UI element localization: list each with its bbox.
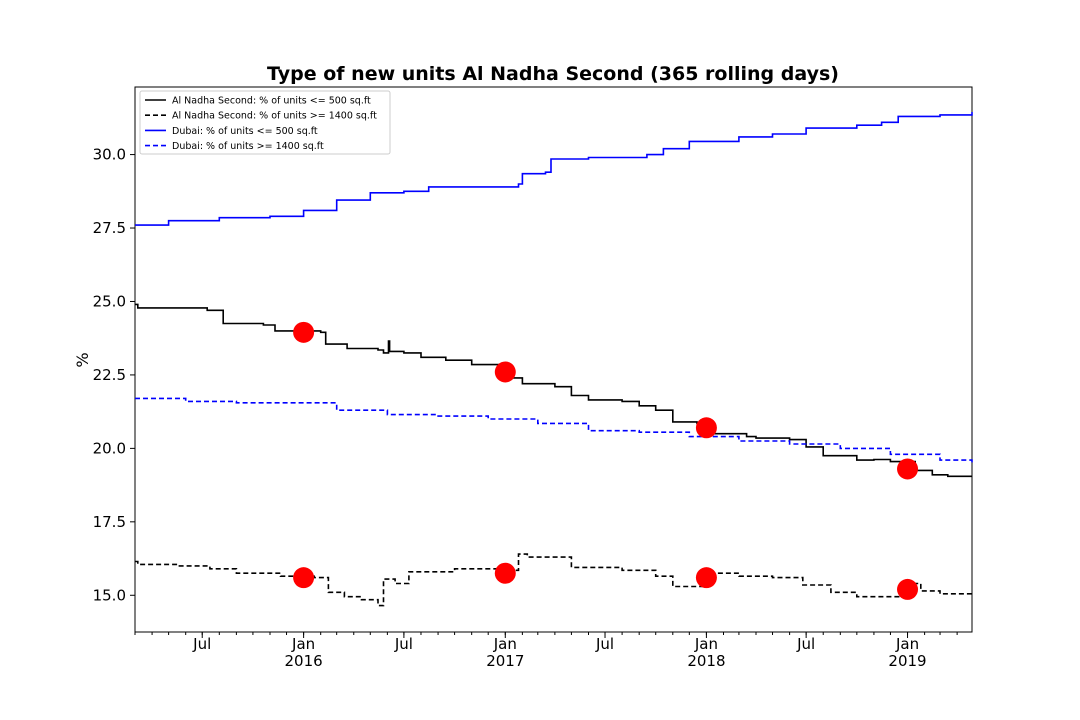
x-tick-label: Jul	[796, 635, 815, 653]
marker-layer	[293, 321, 919, 600]
x-tick-label: Jan	[895, 635, 919, 653]
x-tick-year-label: 2016	[285, 652, 323, 670]
series-line-3	[135, 112, 973, 226]
x-tick-label: Jan	[694, 635, 718, 653]
y-tick-label: 17.5	[93, 513, 126, 531]
red-marker	[293, 567, 315, 589]
x-tick-year-label: 2018	[687, 652, 725, 670]
series-line-1	[135, 303, 972, 478]
series-line-4	[135, 397, 973, 464]
y-tick-label: 20.0	[93, 439, 126, 457]
y-axis: 15.0 17.5 20.0 22.5 25.0 27.5 30.0	[93, 146, 135, 604]
legend-entry: Al Nadha Second: % of units <= 500 sq.ft	[172, 96, 371, 107]
legend-entry: Al Nadha Second: % of units >= 1400 sq.f…	[172, 111, 377, 122]
red-marker	[293, 321, 315, 343]
x-tick-label: Jul	[595, 635, 614, 653]
legend: Al Nadha Second: % of units <= 500 sq.ft…	[139, 90, 391, 155]
red-marker	[695, 567, 717, 589]
legend-entry: Dubai: % of units >= 1400 sq.ft	[172, 141, 324, 152]
y-tick-label: 25.0	[93, 292, 126, 310]
plot-area: 15.017.520.022.525.027.530.0 Jul Jan2016J…	[93, 86, 973, 670]
red-marker	[897, 578, 919, 600]
x-tick-year-label: 2019	[888, 652, 926, 670]
y-axis-label: %	[73, 352, 92, 367]
x-tick-year-label: 2017	[486, 652, 524, 670]
x-tick-label: Jul	[192, 635, 211, 653]
legend-box	[139, 90, 391, 155]
y-tick-label: 22.5	[93, 366, 126, 384]
legend-entry: Dubai: % of units <= 500 sq.ft	[172, 126, 318, 137]
x-tick-label: Jan	[291, 635, 315, 653]
y-tick-label: 30.0	[93, 146, 126, 164]
chart-title: Type of new units Al Nadha Second (365 r…	[267, 63, 839, 85]
y-tick-label: 27.5	[93, 219, 126, 237]
series-line-2	[135, 553, 972, 607]
red-marker	[494, 361, 516, 383]
x-tick-label: Jul	[394, 635, 413, 653]
red-marker	[897, 458, 919, 480]
red-marker	[494, 562, 516, 584]
plot-frame	[134, 86, 973, 633]
red-marker	[695, 417, 717, 439]
x-tick-label: Jan	[493, 635, 517, 653]
series-layer	[135, 112, 973, 607]
y-tick-label: 15.0	[93, 586, 126, 604]
